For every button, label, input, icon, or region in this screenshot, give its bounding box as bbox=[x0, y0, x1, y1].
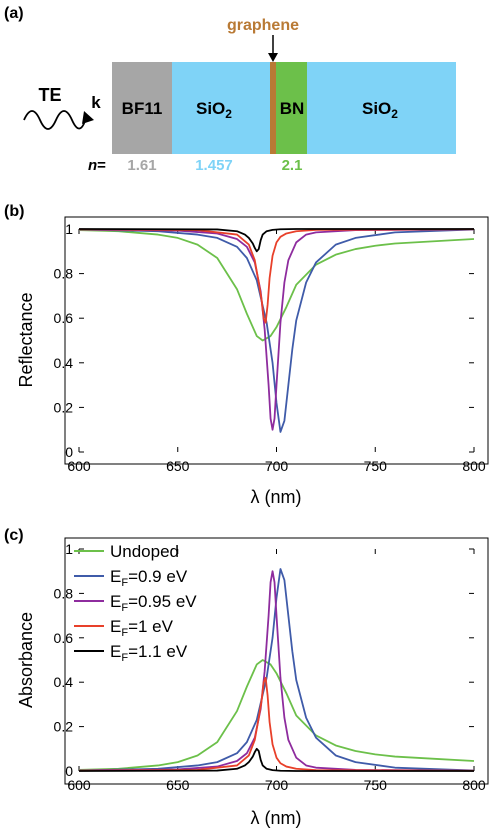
legend-label: EF=1 eV bbox=[110, 617, 174, 639]
n-value-sio2: 1.457 bbox=[195, 157, 233, 174]
panel-label-b: (b) bbox=[4, 203, 24, 220]
y-tick-label: 1 bbox=[65, 541, 73, 557]
n-value-bf11: 1.61 bbox=[127, 157, 156, 174]
y-tick-label: 0.2 bbox=[54, 719, 74, 735]
x-tick-label: 750 bbox=[364, 777, 388, 793]
series-line-undoped bbox=[78, 659, 475, 771]
y-tick-label: 0.8 bbox=[54, 585, 74, 601]
reflectance-chart: λ (nm) Reflectance 600 650 700 750 800 0 0.2 0.… bbox=[16, 216, 489, 507]
series-line-ef095 bbox=[78, 570, 475, 772]
x-axis-title: λ (nm) bbox=[251, 808, 302, 828]
x-tick-label: 650 bbox=[166, 458, 190, 474]
legend-label: Undoped bbox=[110, 542, 179, 561]
series-line-ef11 bbox=[78, 228, 474, 253]
x-tick-label: 650 bbox=[166, 777, 190, 793]
x-tick-label: 700 bbox=[265, 458, 289, 474]
layer-label-bf11: BF11 bbox=[122, 99, 163, 118]
series-line-undoped bbox=[78, 229, 475, 342]
y-axis-title: Absorbance bbox=[16, 612, 36, 708]
legend-item-ef09: EF=0.9 eV bbox=[74, 567, 188, 589]
legend-label: EF=0.95 eV bbox=[110, 592, 197, 614]
x-tick-label: 600 bbox=[67, 458, 91, 474]
x-tick-label: 800 bbox=[462, 458, 486, 474]
refractive-index-row: n= 1.61 1.457 2.1 bbox=[88, 157, 302, 174]
series-group bbox=[78, 228, 475, 433]
legend: Undoped EF=0.9 eV EF=0.95 eV EF=1 eV EF=… bbox=[74, 542, 197, 664]
layer-label-bn: BN bbox=[280, 99, 305, 118]
absorbance-chart: λ (nm) Absorbance 600 650 700 750 800 0 0.2 0.4… bbox=[16, 537, 489, 828]
y-tick-label: 0.4 bbox=[54, 674, 74, 690]
y-tick-label: 0 bbox=[65, 763, 73, 779]
series-line-ef095 bbox=[78, 228, 475, 431]
layer-bn bbox=[276, 62, 307, 154]
y-tick-label: 0.4 bbox=[54, 355, 74, 371]
legend-item-undoped: Undoped bbox=[74, 542, 179, 561]
legend-item-ef11: EF=1.1 eV bbox=[74, 642, 188, 664]
x-tick-label: 700 bbox=[265, 777, 289, 793]
layer-graphene bbox=[270, 62, 276, 154]
y-tick-label: 0.8 bbox=[54, 266, 74, 282]
wave-icon bbox=[23, 110, 94, 130]
axis-ticks: 600 650 700 750 800 0 0.2 0.4 0.6 0.8 1 bbox=[54, 541, 486, 793]
legend-item-ef1: EF=1 eV bbox=[74, 617, 174, 639]
series-line-ef09 bbox=[78, 228, 475, 433]
legend-item-ef095: EF=0.95 eV bbox=[74, 592, 197, 614]
layer-sio2-right bbox=[307, 62, 456, 154]
layer-label-sio2-right: SiO2 bbox=[362, 99, 398, 121]
series-line-ef1 bbox=[78, 676, 475, 772]
y-tick-label: 1 bbox=[65, 221, 73, 237]
y-tick-label: 0 bbox=[65, 444, 73, 460]
legend-label: EF=0.9 eV bbox=[110, 567, 188, 589]
series-line-ef1 bbox=[78, 228, 475, 324]
k-label: k bbox=[91, 93, 101, 112]
plot-frame bbox=[64, 537, 489, 785]
y-axis-title: Reflectance bbox=[16, 292, 36, 387]
te-label: TE bbox=[38, 85, 61, 105]
x-tick-label: 800 bbox=[462, 777, 486, 793]
n-label: n= bbox=[88, 157, 106, 174]
series-group bbox=[78, 568, 475, 772]
x-axis-title: λ (nm) bbox=[251, 487, 302, 507]
layer-sio2-left bbox=[172, 62, 270, 154]
layer-bf11 bbox=[112, 62, 172, 154]
x-tick-label: 600 bbox=[67, 777, 91, 793]
axis-ticks: 600 650 700 750 800 0 0.2 0.4 0.6 0.8 1 bbox=[54, 221, 486, 474]
series-line-ef09 bbox=[78, 568, 475, 772]
series-line-ef11 bbox=[78, 747, 474, 772]
panel-label-a: (a) bbox=[4, 5, 24, 22]
y-tick-label: 0.6 bbox=[54, 630, 74, 646]
y-tick-label: 0.2 bbox=[54, 399, 74, 415]
panel-label-c: (c) bbox=[4, 527, 24, 544]
n-value-bn: 2.1 bbox=[282, 157, 303, 174]
layer-stack: BF11 SiO2 BN SiO2 bbox=[112, 62, 456, 154]
graphene-arrow-icon bbox=[268, 35, 278, 62]
x-tick-label: 750 bbox=[364, 458, 388, 474]
legend-label: EF=1.1 eV bbox=[110, 642, 188, 664]
layer-label-sio2-left: SiO2 bbox=[196, 99, 232, 121]
plot-frame bbox=[64, 216, 489, 465]
graphene-label: graphene bbox=[227, 17, 299, 34]
y-tick-label: 0.6 bbox=[54, 310, 74, 326]
